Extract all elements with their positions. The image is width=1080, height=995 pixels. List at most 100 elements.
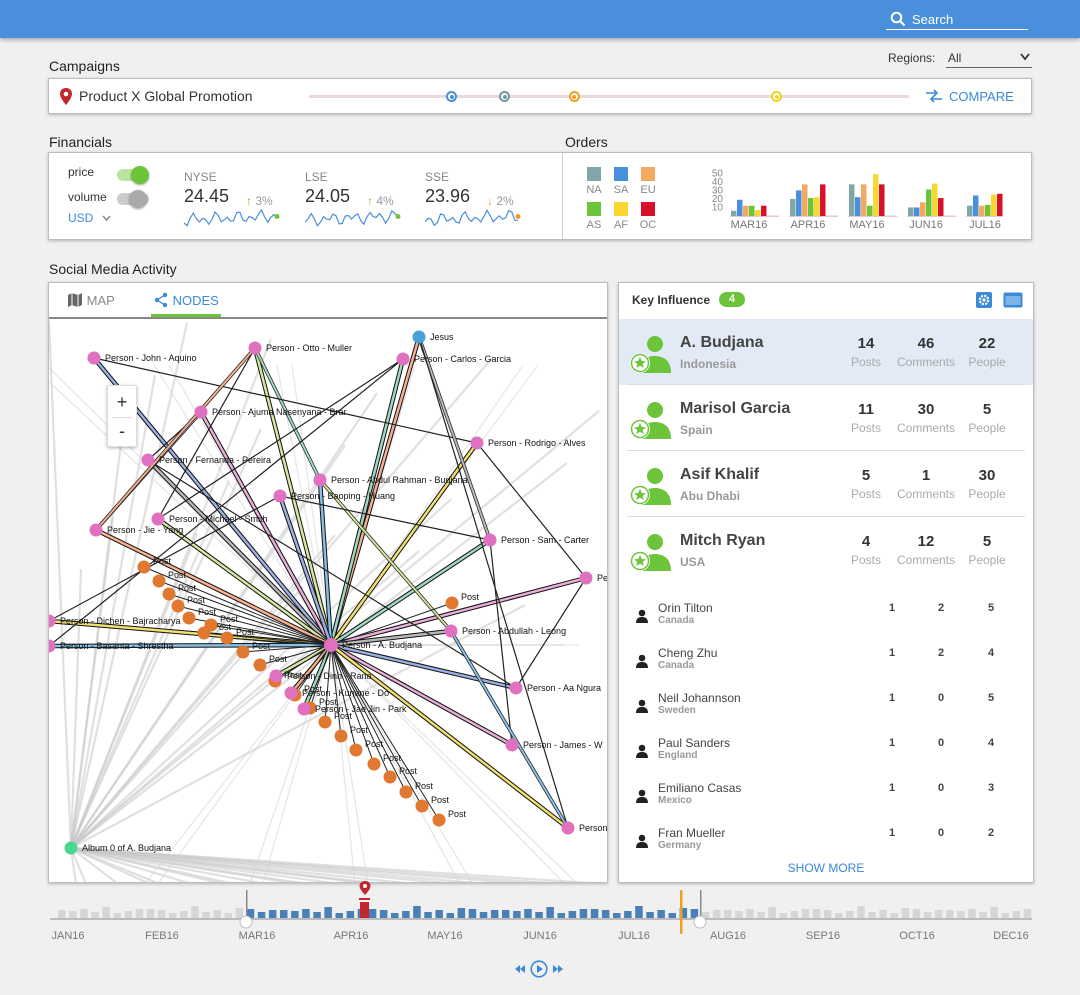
order-bar[interactable] <box>914 207 920 216</box>
campaign-marker[interactable] <box>771 91 783 102</box>
hub-node[interactable] <box>324 638 338 652</box>
timeline-bar[interactable] <box>213 910 221 918</box>
person-node[interactable] <box>396 352 410 366</box>
order-bar[interactable] <box>873 174 879 216</box>
campaign-marker[interactable] <box>499 91 510 102</box>
order-bar[interactable] <box>938 198 944 216</box>
timeline-bar[interactable] <box>823 910 832 918</box>
timeline-bar[interactable] <box>280 910 288 918</box>
timeline-bar[interactable] <box>58 910 66 918</box>
order-bar[interactable] <box>879 184 885 216</box>
order-bar[interactable] <box>755 210 761 216</box>
timeline-bar[interactable] <box>513 911 521 918</box>
timeline-bar[interactable] <box>757 912 765 918</box>
timeline-bar[interactable] <box>857 906 865 918</box>
timeline-bar[interactable] <box>424 912 432 918</box>
campaign-event-bar[interactable] <box>360 902 369 918</box>
timeline-bar[interactable] <box>113 913 122 918</box>
search-input[interactable] <box>912 9 1024 29</box>
post-node[interactable] <box>236 645 250 659</box>
timeline-bar[interactable] <box>901 908 910 918</box>
timeline-bar[interactable] <box>557 913 566 918</box>
list-item[interactable]: Paul Sanders England 1 0 4 <box>619 736 1033 776</box>
order-bar[interactable] <box>979 205 985 216</box>
person-node[interactable] <box>87 351 101 365</box>
order-bar[interactable] <box>743 205 749 216</box>
timeline-bar[interactable] <box>835 913 843 918</box>
order-bar[interactable] <box>867 205 873 216</box>
person-node[interactable] <box>483 533 497 547</box>
person-node[interactable] <box>49 639 56 653</box>
order-bar[interactable] <box>908 207 914 216</box>
person-node[interactable] <box>64 841 78 855</box>
timeline-bar[interactable] <box>1023 909 1032 918</box>
post-node[interactable] <box>182 611 196 625</box>
timeline-bar[interactable] <box>746 909 754 918</box>
network-graph[interactable]: PostPostPostPostPostPostPostPostPostPost… <box>49 321 608 883</box>
timeline-bar[interactable] <box>968 909 976 918</box>
person-node[interactable] <box>412 330 426 344</box>
order-bar[interactable] <box>802 184 808 216</box>
person-node[interactable] <box>248 341 262 355</box>
list-item[interactable]: Neil Johannson Sweden 1 0 5 <box>619 691 1033 731</box>
timeline-bar[interactable] <box>413 906 421 918</box>
order-bar[interactable] <box>855 197 861 216</box>
timeline-bar[interactable] <box>224 913 233 918</box>
person-node[interactable] <box>269 669 283 683</box>
order-bar[interactable] <box>861 184 867 216</box>
timeline-bar[interactable] <box>146 909 155 918</box>
post-node[interactable] <box>253 658 267 672</box>
timeline-bar[interactable] <box>679 908 688 918</box>
timeline-bar[interactable] <box>690 909 699 918</box>
timeline-bar[interactable] <box>324 907 332 918</box>
order-bar[interactable] <box>849 184 855 216</box>
timeline-bar[interactable] <box>302 909 310 918</box>
timeline-bar[interactable] <box>801 909 810 918</box>
timeline-bar[interactable] <box>646 912 654 918</box>
person-node[interactable] <box>273 489 287 503</box>
timeline-bar[interactable] <box>601 910 610 918</box>
timeline-bar[interactable] <box>768 907 776 918</box>
timeline-bar[interactable] <box>291 911 299 918</box>
person-node[interactable] <box>561 821 575 835</box>
rewind-icon[interactable] <box>514 964 526 974</box>
timeline-bar[interactable] <box>191 906 199 918</box>
order-bar[interactable] <box>790 198 796 216</box>
timeline-bar[interactable] <box>624 911 632 918</box>
list-item[interactable]: Fran Mueller Germany 1 0 2 <box>619 826 1033 866</box>
campaign-marker[interactable] <box>446 91 458 102</box>
price-toggle[interactable] <box>117 166 149 184</box>
person-node[interactable] <box>444 624 458 638</box>
order-bar[interactable] <box>932 183 938 216</box>
timeline-bar[interactable] <box>490 910 499 918</box>
person-node[interactable] <box>579 571 593 585</box>
post-node[interactable] <box>383 770 397 784</box>
influencer-row[interactable]: Marisol Garcia Spain 11 Posts 30 Comments 5 Peo… <box>619 385 1033 451</box>
person-node[interactable] <box>297 702 311 716</box>
order-bar[interactable] <box>920 202 926 216</box>
timeline-bar[interactable] <box>912 909 921 918</box>
order-bar[interactable] <box>967 205 973 216</box>
timeline-bar[interactable] <box>668 913 677 918</box>
person-node[interactable] <box>49 614 56 628</box>
tab-nodes[interactable]: NODES <box>151 284 221 317</box>
list-item[interactable]: Orin Tilton Canada 1 2 5 <box>619 601 1033 641</box>
timeline-bar[interactable] <box>635 906 643 918</box>
timeline-bar[interactable] <box>579 909 588 918</box>
timeline-bar[interactable] <box>402 911 410 918</box>
timeline-bar[interactable] <box>946 910 954 918</box>
timeline-bar[interactable] <box>657 910 665 918</box>
person-node[interactable] <box>313 473 327 487</box>
timeline-bar[interactable] <box>524 909 532 918</box>
range-start-knob[interactable] <box>239 915 253 929</box>
current-time-marker[interactable] <box>680 890 683 934</box>
post-node[interactable] <box>445 596 459 610</box>
timeline-bar[interactable] <box>80 909 88 918</box>
order-bar[interactable] <box>820 184 826 216</box>
show-more-button[interactable]: SHOW MORE <box>787 861 865 875</box>
timeline-bar[interactable] <box>202 912 210 918</box>
order-bar[interactable] <box>973 195 979 216</box>
timeline-bar[interactable] <box>313 912 321 918</box>
timeline-bar[interactable] <box>157 910 166 918</box>
person-node[interactable] <box>505 738 519 752</box>
